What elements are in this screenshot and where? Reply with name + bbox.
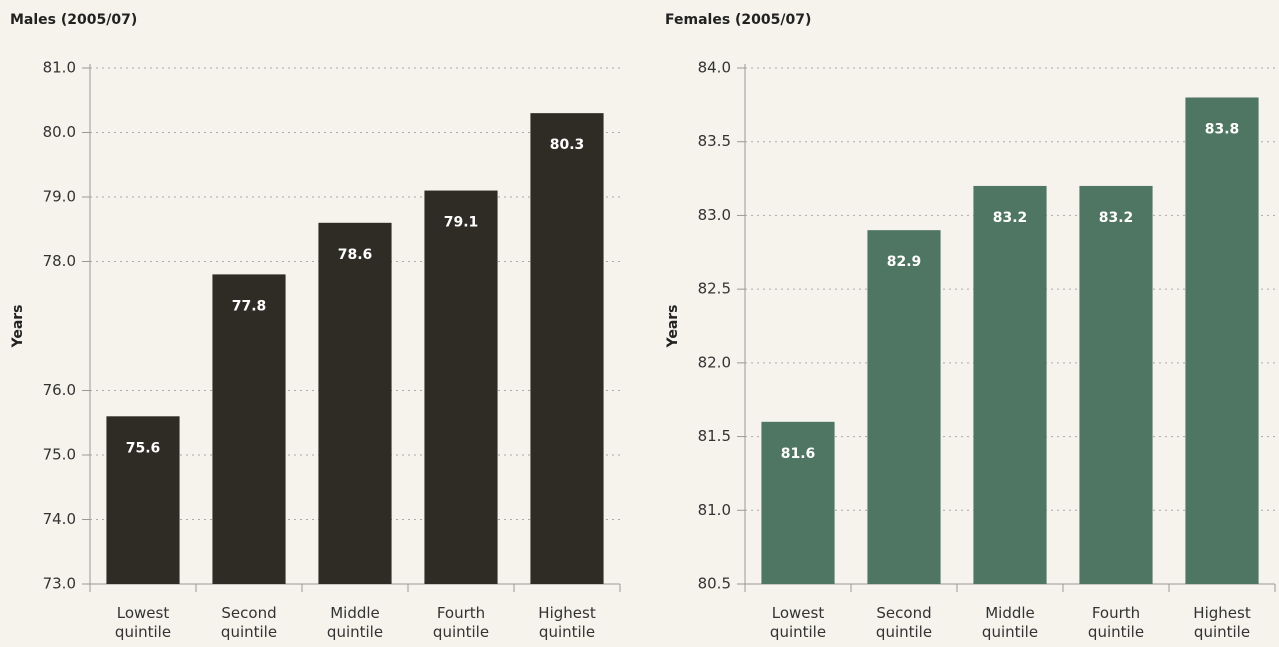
x-tick-label: Second quintile [220,604,278,641]
y-tick-label: 82.0 [698,353,731,371]
y-tick-label: 81.5 [698,427,731,445]
x-tick-label: Middle quintile [981,604,1039,641]
x-tick-label: Middle quintile [326,604,384,641]
y-tick-label: 74.0 [43,510,76,528]
value-label: 81.6 [781,446,816,462]
bar [530,113,604,585]
value-label: 79.1 [444,215,479,231]
x-tick-label: Lowest quintile [769,604,827,641]
chart-title: Males (2005/07) [10,12,137,28]
y-tick-label: 78.0 [43,252,76,270]
bar [106,416,180,584]
chart-title: Females (2005/07) [665,12,811,28]
bar [1185,97,1259,584]
y-axis-label: Years [10,304,26,348]
y-tick-label: 80.0 [43,123,76,141]
value-label: 77.8 [232,298,267,314]
x-tick-label: Fourth quintile [432,604,490,641]
y-tick-label: 82.5 [698,280,731,298]
value-label: 83.2 [993,210,1028,226]
y-tick-label: 73.0 [43,575,76,593]
x-tick-label: Second quintile [875,604,933,641]
y-tick-label: 79.0 [43,188,76,206]
value-label: 78.6 [338,247,373,263]
y-tick-label: 83.0 [698,206,731,224]
y-tick-label: 75.0 [43,446,76,464]
x-tick-label: Highest quintile [1193,604,1251,641]
value-label: 83.8 [1205,121,1240,137]
bar [973,185,1047,584]
value-label: 82.9 [887,254,922,270]
bar [318,222,392,585]
bar [1079,185,1153,584]
bar [212,274,286,584]
y-tick-label: 80.5 [698,575,731,593]
bar [761,421,835,584]
y-tick-label: 83.5 [698,132,731,150]
y-tick-label: 84.0 [698,59,731,77]
bar [424,190,498,585]
y-axis-label: Years [665,304,681,348]
bar [867,230,941,584]
y-tick-label: 81.0 [43,59,76,77]
value-label: 80.3 [550,137,585,153]
x-tick-label: Lowest quintile [114,604,172,641]
y-tick-label: 81.0 [698,501,731,519]
x-tick-label: Fourth quintile [1087,604,1145,641]
value-label: 75.6 [126,440,161,456]
value-label: 83.2 [1099,210,1134,226]
x-tick-label: Highest quintile [538,604,596,641]
y-tick-label: 76.0 [43,381,76,399]
